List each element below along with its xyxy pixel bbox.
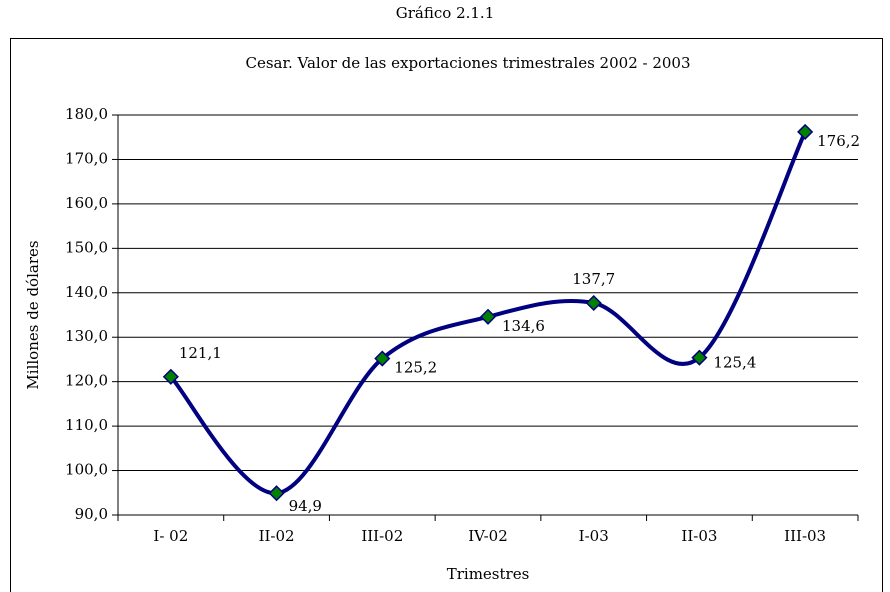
- chart-heading: Gráfico 2.1.1: [396, 4, 494, 22]
- marker: [268, 485, 285, 502]
- marker: [585, 294, 602, 312]
- data-label: 94,9: [289, 497, 322, 515]
- y-tick-label: 180,0: [65, 105, 108, 123]
- x-axis-label: Trimestres: [447, 565, 530, 583]
- chart-frame: [10, 38, 883, 592]
- x-tick-label: I-03: [579, 527, 609, 545]
- x-tick-label: III-02: [361, 527, 403, 545]
- chart-title: Cesar. Valor de las exportaciones trimes…: [245, 54, 690, 72]
- y-tick-label: 150,0: [65, 238, 108, 256]
- data-label: 137,7: [572, 270, 615, 288]
- data-label: 134,6: [502, 317, 545, 335]
- y-axis-label: Millones de dólares: [24, 240, 42, 389]
- x-tick-label: III-03: [784, 527, 826, 545]
- x-tick-label: II-02: [259, 527, 295, 545]
- y-tick-label: 170,0: [65, 149, 108, 167]
- marker: [797, 123, 814, 140]
- data-label: 121,1: [179, 344, 222, 362]
- data-label: 176,2: [817, 132, 860, 150]
- marker: [162, 368, 179, 385]
- x-tick-label: II-03: [681, 527, 717, 545]
- y-tick-label: 120,0: [65, 372, 108, 390]
- y-tick-label: 130,0: [65, 327, 108, 345]
- data-label: 125,2: [394, 359, 437, 377]
- marker: [479, 308, 497, 325]
- y-tick-label: 110,0: [65, 416, 108, 434]
- x-tick-label: I- 02: [153, 527, 188, 545]
- y-tick-label: 100,0: [65, 461, 108, 479]
- y-tick-label: 160,0: [65, 194, 108, 212]
- marker: [691, 349, 708, 366]
- x-tick-label: IV-02: [468, 527, 508, 545]
- data-label: 125,4: [713, 354, 756, 372]
- y-tick-label: 90,0: [75, 505, 108, 523]
- y-tick-label: 140,0: [65, 283, 108, 301]
- marker: [374, 350, 391, 367]
